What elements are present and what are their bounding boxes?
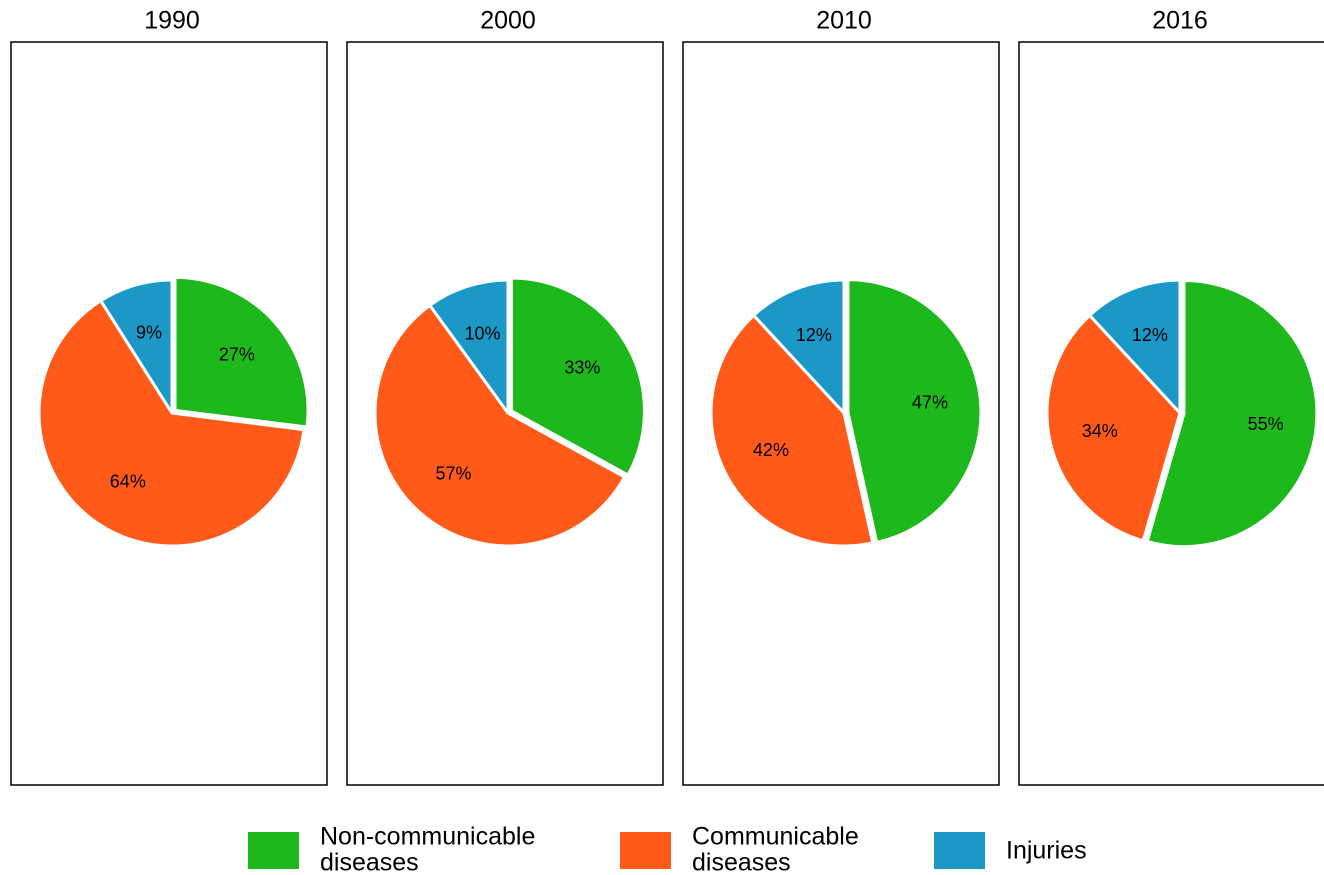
- pie-slice-communicable-diseases: [373, 303, 627, 548]
- panel-title-1990: 1990: [144, 7, 200, 35]
- chart-legend: Non-communicablediseasesCommunicabledise…: [248, 823, 1087, 875]
- panel-border: [1018, 41, 1324, 786]
- pie-slice-communicable-diseases: [709, 313, 875, 548]
- slice-label-communicable-diseases: 64%: [110, 471, 146, 491]
- pie-slice-non-communicable-diseases: [173, 275, 310, 429]
- panel-border: [10, 41, 328, 786]
- legend-swatch: [248, 832, 299, 869]
- legend-label-line1: Non-communicable: [320, 823, 535, 851]
- panel-1990: 1990 27% 64% 9%: [10, 7, 328, 786]
- legend-label: Injuries: [1006, 837, 1087, 865]
- panel-title-2016: 2016: [1152, 7, 1208, 35]
- slice-label-injuries: 10%: [465, 323, 501, 343]
- pie-slice-non-communicable-diseases: [509, 276, 646, 477]
- pie-slice-non-communicable-diseases: [846, 278, 983, 544]
- slice-label-non-communicable-diseases: 55%: [1248, 414, 1284, 434]
- legend-swatch: [934, 832, 985, 869]
- pie-slice-injuries: [752, 278, 846, 415]
- slice-label-communicable-diseases: 42%: [753, 440, 789, 460]
- panel-title-2010: 2010: [816, 7, 872, 35]
- slice-label-injuries: 9%: [136, 323, 162, 343]
- slice-label-communicable-diseases: 57%: [435, 464, 471, 484]
- pie-slice-injuries: [428, 278, 510, 415]
- slice-label-non-communicable-diseases: 47%: [912, 392, 948, 412]
- pie-slice-communicable-diseases: [37, 299, 306, 548]
- panel-title-2000: 2000: [480, 7, 536, 35]
- legend-swatch: [620, 832, 671, 869]
- panel-2016: 2016 55% 34% 12%: [1018, 7, 1324, 786]
- slice-label-non-communicable-diseases: 33%: [564, 358, 600, 378]
- pie-slice-injuries: [99, 278, 174, 415]
- slice-label-injuries: 12%: [1132, 325, 1168, 345]
- slice-label-injuries: 12%: [796, 325, 832, 345]
- legend-label-line2: diseases: [320, 849, 419, 875]
- slice-label-non-communicable-diseases: 27%: [219, 345, 255, 365]
- pie-slice-injuries: [1088, 278, 1182, 415]
- slice-label-communicable-diseases: 34%: [1082, 421, 1118, 441]
- pie-slice-communicable-diseases: [1045, 313, 1182, 543]
- panels-layer: 199027%64%9%200033%57%10%201047%42%12%20…: [10, 7, 1324, 786]
- legend-label-line1: Communicable: [692, 823, 859, 851]
- panel-2000: 2000 33% 57% 10%: [346, 7, 664, 786]
- legend-item-injuries: Injuries: [934, 832, 1087, 869]
- panel-border: [346, 41, 664, 786]
- pie-slice-non-communicable-diseases: [1145, 279, 1319, 549]
- legend-label-line2: diseases: [692, 849, 791, 875]
- panel-border: [682, 41, 1000, 786]
- panel-2010: 2010 47% 42% 12%: [682, 7, 1000, 786]
